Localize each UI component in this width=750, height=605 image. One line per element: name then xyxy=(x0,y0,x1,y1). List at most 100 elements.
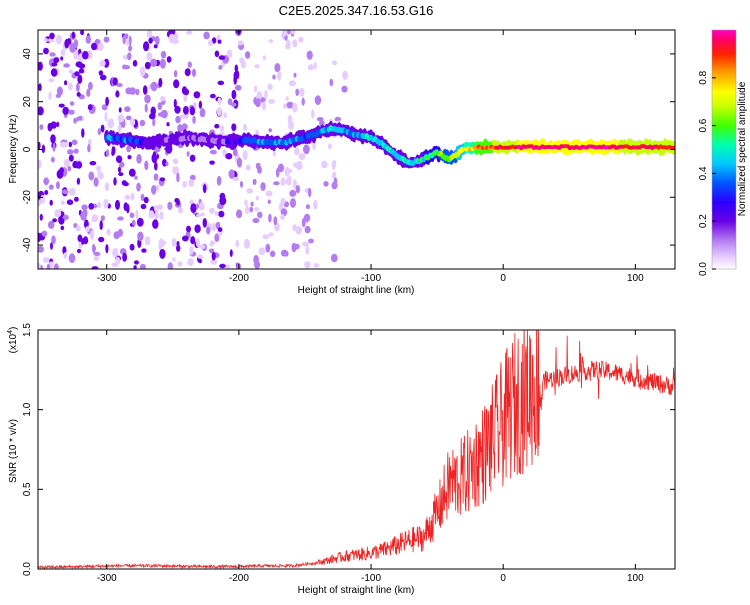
noise-speckle xyxy=(292,102,298,113)
noise-speckle xyxy=(202,183,207,194)
noise-speckle xyxy=(78,68,85,74)
spectrogram-marks xyxy=(38,30,675,269)
noise-speckle xyxy=(134,175,138,180)
y-tick-label: 0.5 xyxy=(22,482,33,496)
noise-speckle xyxy=(208,248,215,254)
noise-speckle xyxy=(272,74,276,80)
noise-speckle xyxy=(38,160,42,169)
noise-speckle xyxy=(85,35,92,44)
noise-speckle xyxy=(47,122,53,132)
noise-speckle xyxy=(186,151,190,157)
noise-speckle xyxy=(159,248,166,259)
noise-speckle xyxy=(64,80,68,86)
noise-speckle xyxy=(268,232,274,237)
x-tick-label: 100 xyxy=(627,273,644,284)
noise-speckle xyxy=(68,187,76,196)
noise-speckle xyxy=(218,55,226,60)
noise-speckle xyxy=(113,231,120,240)
noise-speckle xyxy=(187,61,192,68)
noise-speckle xyxy=(304,261,311,269)
noise-speckle xyxy=(307,64,314,71)
noise-speckle xyxy=(41,230,48,237)
noise-speckle xyxy=(56,121,60,128)
noise-speckle xyxy=(255,162,261,170)
noise-speckle xyxy=(195,203,200,209)
noise-speckle xyxy=(286,39,291,50)
noise-speckle xyxy=(313,199,318,210)
noise-speckle xyxy=(298,36,304,43)
noise-speckle xyxy=(115,90,120,98)
noise-speckle xyxy=(245,205,250,215)
noise-speckle xyxy=(51,235,56,245)
noise-speckle xyxy=(214,123,220,129)
noise-speckle xyxy=(134,260,139,265)
noise-speckle xyxy=(299,88,305,93)
noise-speckle xyxy=(82,208,88,218)
noise-speckle xyxy=(262,234,269,240)
noise-speckle xyxy=(133,265,137,269)
noise-speckle xyxy=(274,63,281,73)
noise-speckle xyxy=(242,150,248,161)
noise-speckle xyxy=(98,70,104,76)
colorbar-label: Normalized spectral amplitude xyxy=(737,81,748,216)
noise-speckle xyxy=(267,199,271,204)
noise-speckle xyxy=(74,196,79,202)
noise-speckle xyxy=(176,172,180,183)
noise-speckle xyxy=(198,100,203,109)
noise-speckle xyxy=(55,181,60,190)
noise-speckle xyxy=(184,68,191,77)
noise-speckle xyxy=(82,236,89,245)
noise-speckle xyxy=(97,128,102,136)
noise-speckle xyxy=(38,246,44,253)
noise-speckle xyxy=(160,109,168,119)
noise-speckle xyxy=(226,49,233,58)
noise-speckle xyxy=(249,206,253,213)
noise-speckle xyxy=(50,68,58,77)
noise-speckle xyxy=(144,94,151,104)
noise-speckle xyxy=(73,117,77,124)
noise-speckle xyxy=(295,88,300,97)
noise-speckle xyxy=(50,134,56,144)
noise-speckle xyxy=(66,199,74,205)
noise-speckle xyxy=(38,61,43,71)
colorbar-tick-label: 0.4 xyxy=(698,166,709,180)
noise-speckle xyxy=(126,145,131,153)
noise-speckle xyxy=(308,238,314,244)
noise-speckle xyxy=(206,226,211,235)
noise-speckle xyxy=(293,162,300,168)
noise-speckle xyxy=(217,227,223,233)
noise-speckle xyxy=(246,188,254,194)
noise-speckle xyxy=(101,104,108,111)
noise-speckle xyxy=(254,207,259,212)
noise-speckle xyxy=(68,154,74,162)
noise-speckle xyxy=(214,211,219,216)
noise-speckle xyxy=(104,182,109,192)
noise-speckle xyxy=(80,30,85,36)
noise-speckle xyxy=(158,77,163,88)
noise-speckle xyxy=(233,74,237,85)
noise-speckle xyxy=(255,195,259,201)
snr-frame xyxy=(37,329,676,570)
noise-speckle xyxy=(333,177,338,185)
noise-speckle xyxy=(166,122,170,127)
noise-speckle xyxy=(77,234,83,242)
noise-speckle xyxy=(62,214,69,220)
noise-speckle xyxy=(135,209,139,220)
noise-speckle xyxy=(230,102,237,107)
noise-speckle xyxy=(148,210,155,219)
noise-speckle xyxy=(217,97,222,105)
noise-speckle xyxy=(60,56,64,61)
noise-speckle xyxy=(285,96,289,102)
noise-speckle xyxy=(210,93,216,99)
noise-speckle xyxy=(93,177,99,187)
noise-speckle xyxy=(136,182,141,192)
noise-speckle xyxy=(88,203,94,210)
noise-speckle xyxy=(128,45,133,52)
noise-speckle xyxy=(277,163,284,173)
noise-speckle xyxy=(88,81,93,91)
noise-speckle xyxy=(43,177,50,185)
spectrogram-ylabel: Frequency (Hz) xyxy=(8,115,19,184)
noise-speckle xyxy=(341,85,348,93)
noise-speckle xyxy=(211,37,217,44)
noise-speckle xyxy=(75,225,81,232)
